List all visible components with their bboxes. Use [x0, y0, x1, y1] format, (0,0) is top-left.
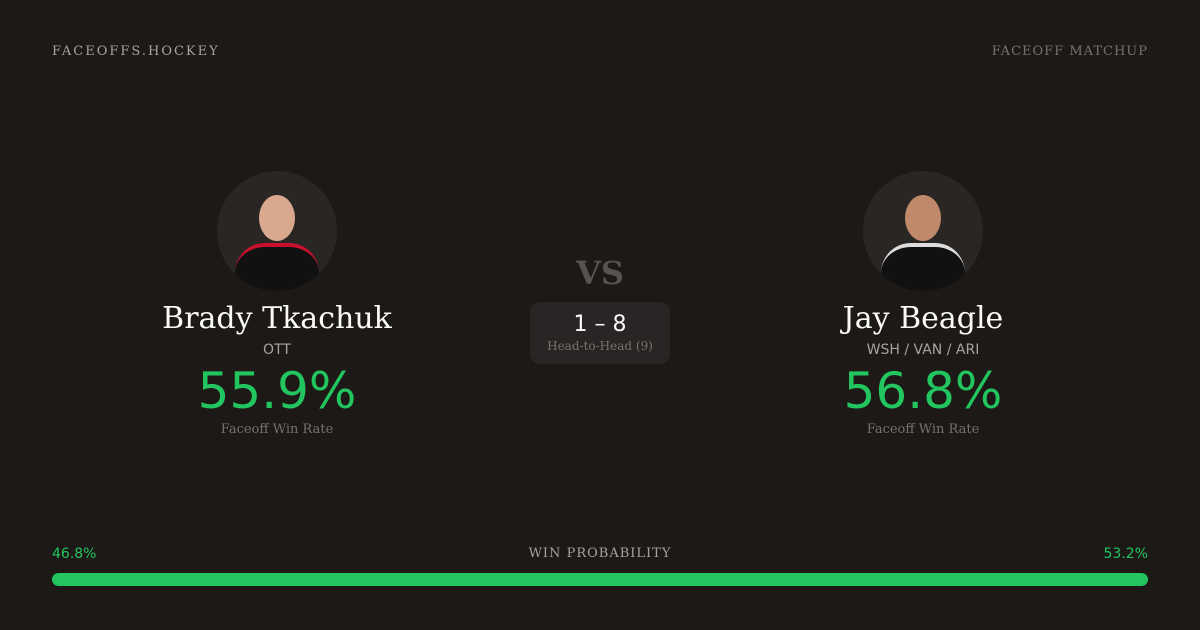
head-to-head-label: Head-to-Head (9) [547, 339, 653, 353]
win-probability: 46.8% WIN PROBABILITY 53.2% [52, 546, 1148, 586]
player-team: OTT [263, 342, 291, 358]
faceoff-win-rate-label: Faceoff Win Rate [220, 422, 334, 437]
page-tag: FACEOFF MATCHUP [991, 44, 1148, 59]
faceoff-win-rate-label: Faceoff Win Rate [866, 422, 980, 437]
player-name: Brady Tkachuk [162, 301, 392, 336]
player-team: WSH / VAN / ARI [866, 342, 980, 358]
faceoff-win-rate: 55.9% [197, 362, 357, 420]
win-probability-bar [52, 573, 1148, 586]
player-card-left: Brady Tkachuk OTT 55.9% Faceoff Win Rate [127, 171, 427, 437]
versus-label: VS [576, 254, 624, 292]
head-to-head-box: 1 – 8 Head-to-Head (9) [530, 302, 670, 364]
win-probability-label: WIN PROBABILITY [528, 546, 672, 561]
brand-logo-text: FACEOFFS.HOCKEY [52, 44, 220, 59]
player-avatar [217, 171, 337, 291]
player-avatar [863, 171, 983, 291]
win-probability-left: 46.8% [52, 546, 97, 562]
head-to-head-score: 1 – 8 [573, 312, 627, 337]
player-name: Jay Beagle [842, 301, 1004, 336]
player-card-right: Jay Beagle WSH / VAN / ARI 56.8% Faceoff… [773, 171, 1073, 437]
faceoff-win-rate: 56.8% [843, 362, 1003, 420]
win-probability-right: 53.2% [1103, 546, 1148, 562]
